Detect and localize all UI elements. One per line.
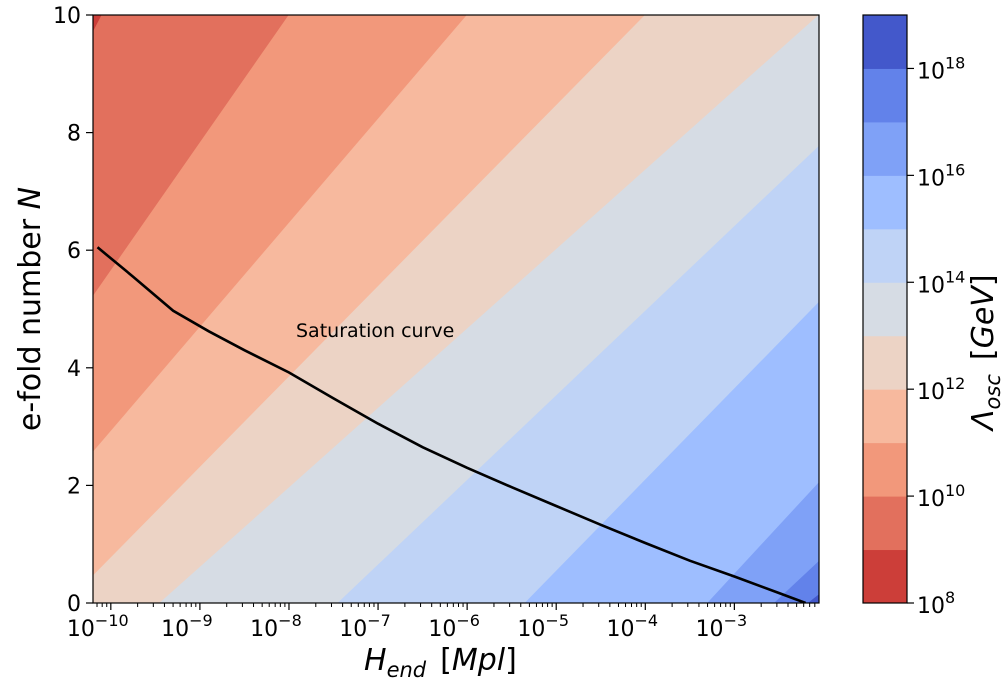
- y-tick-label: 6: [67, 239, 81, 264]
- x-axis-label: Hend [Mpl]: [364, 643, 517, 680]
- x-axis-title: Hend [Mpl]: [364, 643, 517, 680]
- plot-frame: [92, 14, 820, 604]
- colorbar-segment: [863, 68, 907, 123]
- colorbar-tick-label: 1016: [917, 160, 965, 191]
- colorbar-segment: [863, 549, 907, 604]
- saturation-curve-layer: [96, 246, 807, 603]
- y-axis-title: e-fold number N: [13, 187, 48, 431]
- x-tick-label: 10−8: [250, 611, 302, 642]
- colorbar-segment: [863, 442, 907, 497]
- colorbar-title: Λosc[GeV]: [966, 274, 1003, 432]
- x-tick-label: 10−3: [696, 611, 748, 642]
- x-tick-label: 10−9: [161, 611, 213, 642]
- x-tick-label: 10−10: [67, 611, 129, 642]
- colorbar-segment: [863, 335, 907, 390]
- saturation-curve-annotation: Saturation curve: [296, 320, 454, 342]
- colorbar-label: Λosc[GeV]: [966, 274, 1003, 432]
- contour-band: [337, 145, 819, 603]
- y-tick-label: 2: [67, 474, 81, 499]
- contour-band: [159, 15, 819, 603]
- y-tick-label: 8: [67, 122, 81, 147]
- contour-band: [524, 301, 819, 603]
- x-tick-label: 10−7: [339, 611, 391, 642]
- plot-area: [93, 15, 819, 603]
- y-axis: 0 2 4 6 8 10: [53, 4, 93, 617]
- x-tick-label: 10−6: [428, 611, 480, 642]
- contour-band: [707, 482, 819, 603]
- y-tick-label: 0: [67, 592, 81, 617]
- y-tick-label: 4: [67, 357, 81, 382]
- colorbar-segment: [863, 389, 907, 444]
- contour-band: [807, 594, 819, 603]
- colorbar-frame: [862, 14, 908, 604]
- x-axis: 10−10 10−9 10−8 10−7 10−6 10−5 10−4 10−3: [67, 603, 816, 642]
- colorbar-tick-label: 108: [917, 588, 955, 619]
- saturation-curve-line: [96, 246, 807, 603]
- y-tick-label: 10: [53, 4, 81, 29]
- colorbar-segment: [863, 282, 907, 337]
- colorbar-segment: [863, 496, 907, 551]
- x-tick-label: 10−5: [517, 611, 569, 642]
- y-axis-label: e-fold number N: [13, 187, 48, 431]
- contour-band: [93, 15, 819, 603]
- colorbar-segment: [863, 175, 907, 230]
- colorbar-tick-label: 1018: [917, 53, 965, 84]
- colorbar: 108 1010 1012 1014 1016 1018: [862, 14, 965, 619]
- x-tick-label: 10−4: [606, 611, 658, 642]
- colorbar-segment: [863, 121, 907, 176]
- colorbar-segment: [863, 15, 907, 69]
- colorbar-segment: [863, 228, 907, 283]
- colorbar-tick-label: 1014: [917, 267, 965, 298]
- contour-band: [774, 560, 819, 603]
- colorbar-tick-label: 1012: [917, 374, 965, 405]
- colorbar-tick-label: 1010: [917, 481, 965, 512]
